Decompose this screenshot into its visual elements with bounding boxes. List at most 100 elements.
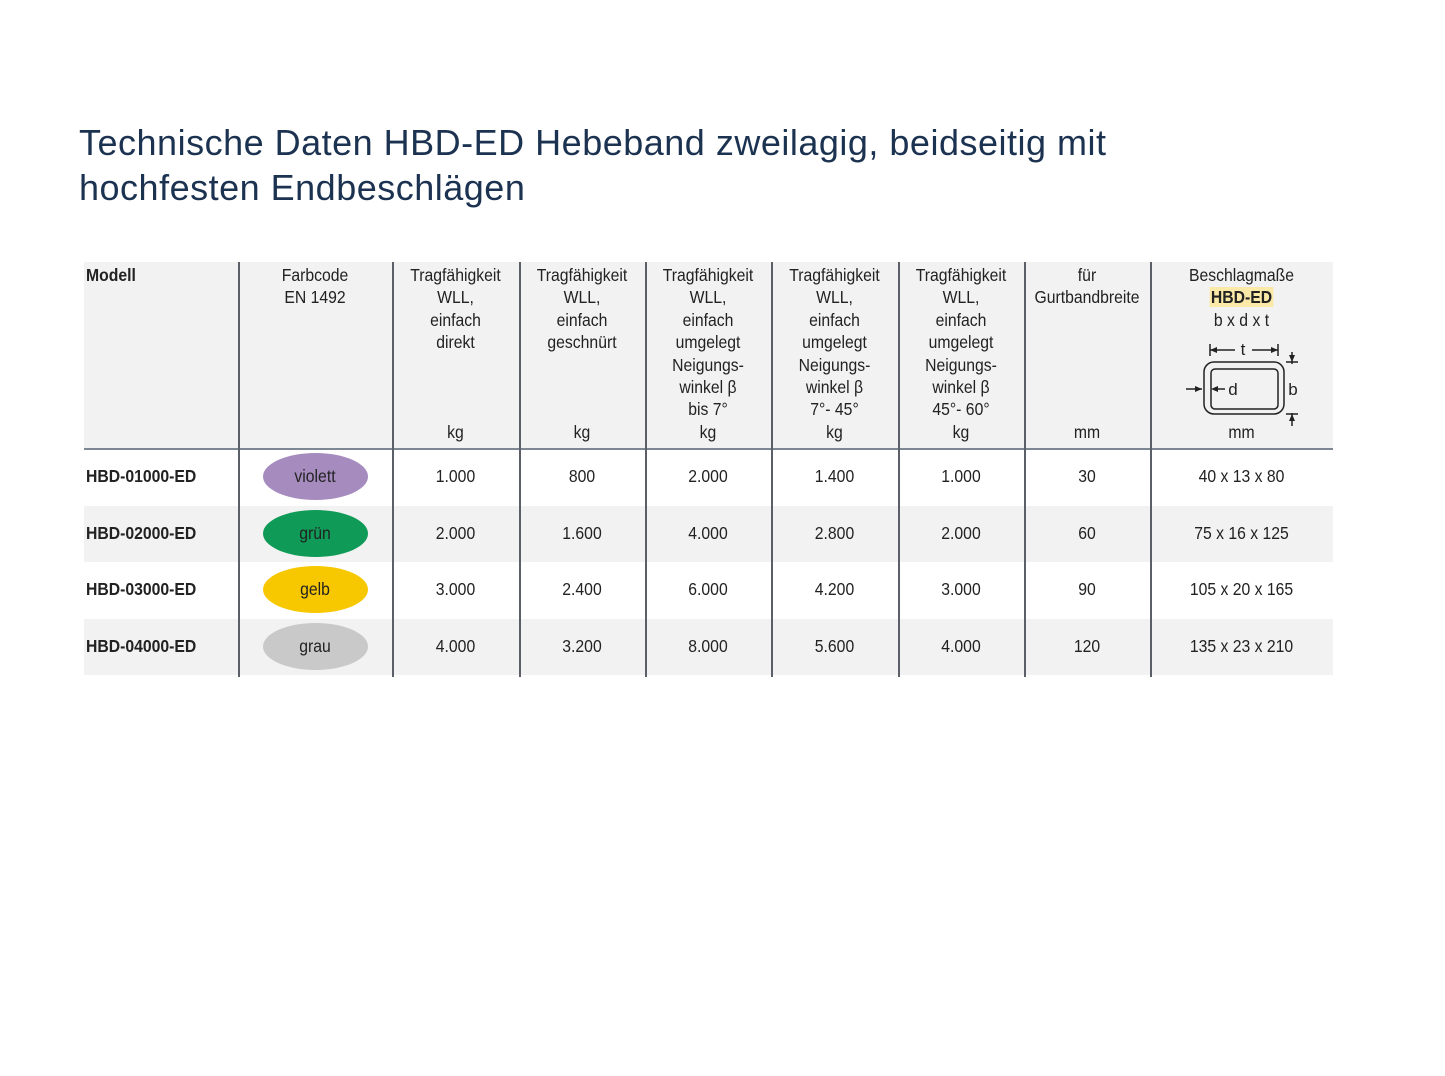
cell: 2.000 [435,522,476,543]
header-text: 45°- 60° [932,399,990,420]
header-text: Modell [86,265,136,285]
color-code [263,453,368,501]
cell: 2.000 [941,522,981,543]
model: HBD-02000-ED [86,522,197,543]
diagram-label: b [1288,380,1297,399]
cell: 90 [1078,579,1096,600]
header-text: Beschlagmaße [1188,265,1295,285]
model: HBD-01000-ED [86,466,197,487]
column-rule [1024,262,1026,677]
model: HBD-04000-ED [86,635,197,656]
header-text: WLL, [816,287,853,308]
cell: 6.000 [688,579,728,600]
cell: 3.000 [435,579,476,600]
cell: 4.000 [688,522,728,543]
header-text: bis 7° [688,399,728,420]
column-rule [392,262,394,677]
data-table: Modell Farbcode EN 1492 Tragfähigkeit WLL, ei… [84,262,1333,677]
header-text: einfach [935,309,987,330]
header-text: WLL, [942,287,980,308]
cell: 1.400 [814,466,855,487]
header-unit: kg [699,422,717,442]
header-text: WLL, [563,287,601,308]
header-text: b x d x t [1213,309,1270,330]
header-text: Gurtbandbreite [1034,287,1140,308]
header-text: einfach [556,309,608,330]
column-rule [238,262,240,677]
header-text: einfach [809,309,860,330]
header-text: WLL, [437,287,474,308]
cell: 40 x 13 x 80 [1198,466,1285,487]
cell: 3.200 [562,635,602,656]
cell: 2.400 [562,579,602,600]
cell: 120 [1073,635,1101,656]
header-unit: mm [1228,422,1255,442]
header-text: Tragfähigkeit [662,265,754,285]
header-unit: kg [573,422,591,442]
diagram-label: t [1241,340,1246,359]
color-label: gelb [300,579,330,600]
cell: 8.000 [688,635,728,656]
color-code [263,566,368,614]
column-rule [645,262,647,677]
fitting-diagram: t d b [1186,340,1298,426]
cell: 105 x 20 x 165 [1189,579,1294,600]
cell: 4.000 [941,635,981,656]
header-text: EN 1492 [284,287,346,308]
header-text: einfach [682,309,734,330]
cell: 800 [568,466,596,487]
column-rule [898,262,900,677]
color-label: grau [299,635,331,656]
header-text: HBD-ED [1159,287,1324,308]
cell: 135 x 23 x 210 [1189,635,1294,656]
header-text: Neigungs- [925,354,997,375]
header-text: WLL, [689,287,727,308]
cell: 75 x 16 x 125 [1194,522,1289,543]
cell: 5.600 [814,635,855,656]
header-text: Neigungs- [672,354,744,375]
model: HBD-03000-ED [86,579,197,600]
header-unit: kg [952,422,970,442]
column-rule [771,262,773,677]
cell: 1.600 [562,522,602,543]
header-text: Tragfähigkeit [915,265,1007,285]
color-label: violett [294,466,336,487]
header-text: Tragfähigkeit [789,265,880,285]
column-rule [519,262,521,677]
cell: 4.000 [435,635,476,656]
header-text: winkel β [679,377,737,397]
header-text: umgelegt [802,332,867,353]
page-title: Technische Daten HBD-ED Hebeband zweilag… [79,122,1107,208]
header-text: Farbcode [281,265,349,285]
header-text: umgelegt [675,332,741,353]
header-rule [84,448,1333,450]
column-rule [1150,262,1152,677]
cell: 30 [1078,466,1096,487]
color-code [263,622,368,670]
cell: 1.000 [435,466,476,487]
cell: 2.000 [688,466,728,487]
cell: 1.000 [941,466,981,487]
cell: 2.800 [814,522,855,543]
header-unit: kg [447,422,464,442]
cell: 4.200 [814,579,855,600]
header-text: geschnürt [547,332,617,353]
header-text: für [1077,265,1097,285]
header-bg [84,262,1333,449]
header-text: winkel β [805,377,864,397]
highlight: HBD-ED [1209,287,1274,308]
header-text: einfach [430,309,481,330]
header-text: Tragfähigkeit [410,265,501,285]
header-text: 7°- 45° [810,399,859,420]
cell: 60 [1078,522,1096,543]
header-unit: mm [1073,422,1101,442]
header-text: umgelegt [928,332,994,353]
header-text: direkt [436,332,475,353]
header-unit: kg [826,422,843,442]
header-text: Neigungs- [798,354,871,375]
header-text: Tragfähigkeit [536,265,628,285]
header-text: winkel β [932,377,990,397]
color-label: grün [299,522,331,543]
diagram-label: d [1228,380,1237,399]
